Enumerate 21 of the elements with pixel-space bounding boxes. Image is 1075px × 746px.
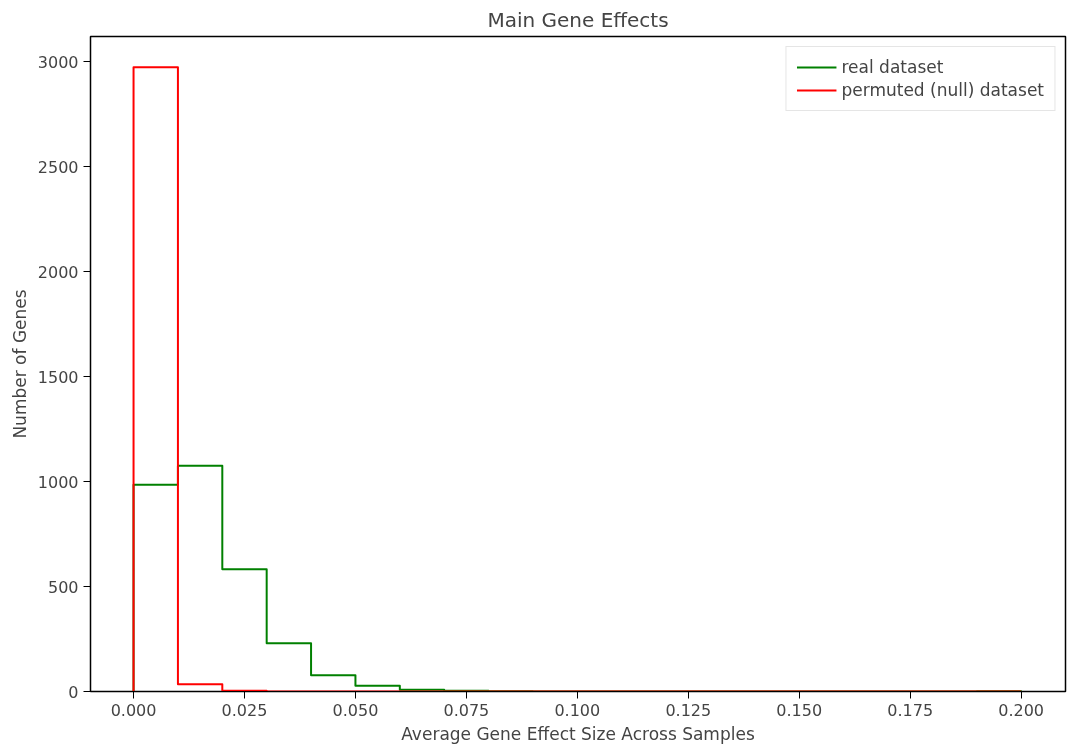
legend-label: real dataset [841,57,944,77]
y-tick-label: 2000 [37,262,79,282]
x-tick-label: 0.200 [998,700,1045,720]
x-tick-label: 0.025 [221,700,268,720]
y-axis-title: Number of Genes [9,289,30,439]
x-axis-title: Average Gene Effect Size Across Samples [401,723,755,744]
x-tick-label: 0.150 [776,700,823,720]
x-tick-label: 0.175 [887,700,934,720]
x-tick-label: 0.000 [110,700,157,720]
x-tick-label: 0.050 [332,700,379,720]
x-tick-label: 0.125 [665,700,712,720]
y-tick-label: 500 [47,577,79,597]
y-tick-label: 3000 [37,52,79,72]
chart-title: Main Gene Effects [487,7,669,32]
legend-label: permuted (null) dataset [841,80,1044,100]
y-tick-label: 1500 [37,367,79,387]
y-tick-label: 1000 [37,472,79,492]
x-tick-label: 0.075 [443,700,490,720]
x-tick-label: 0.100 [554,700,601,720]
y-tick-label: 0 [68,682,79,702]
y-tick-label: 2500 [37,157,79,177]
